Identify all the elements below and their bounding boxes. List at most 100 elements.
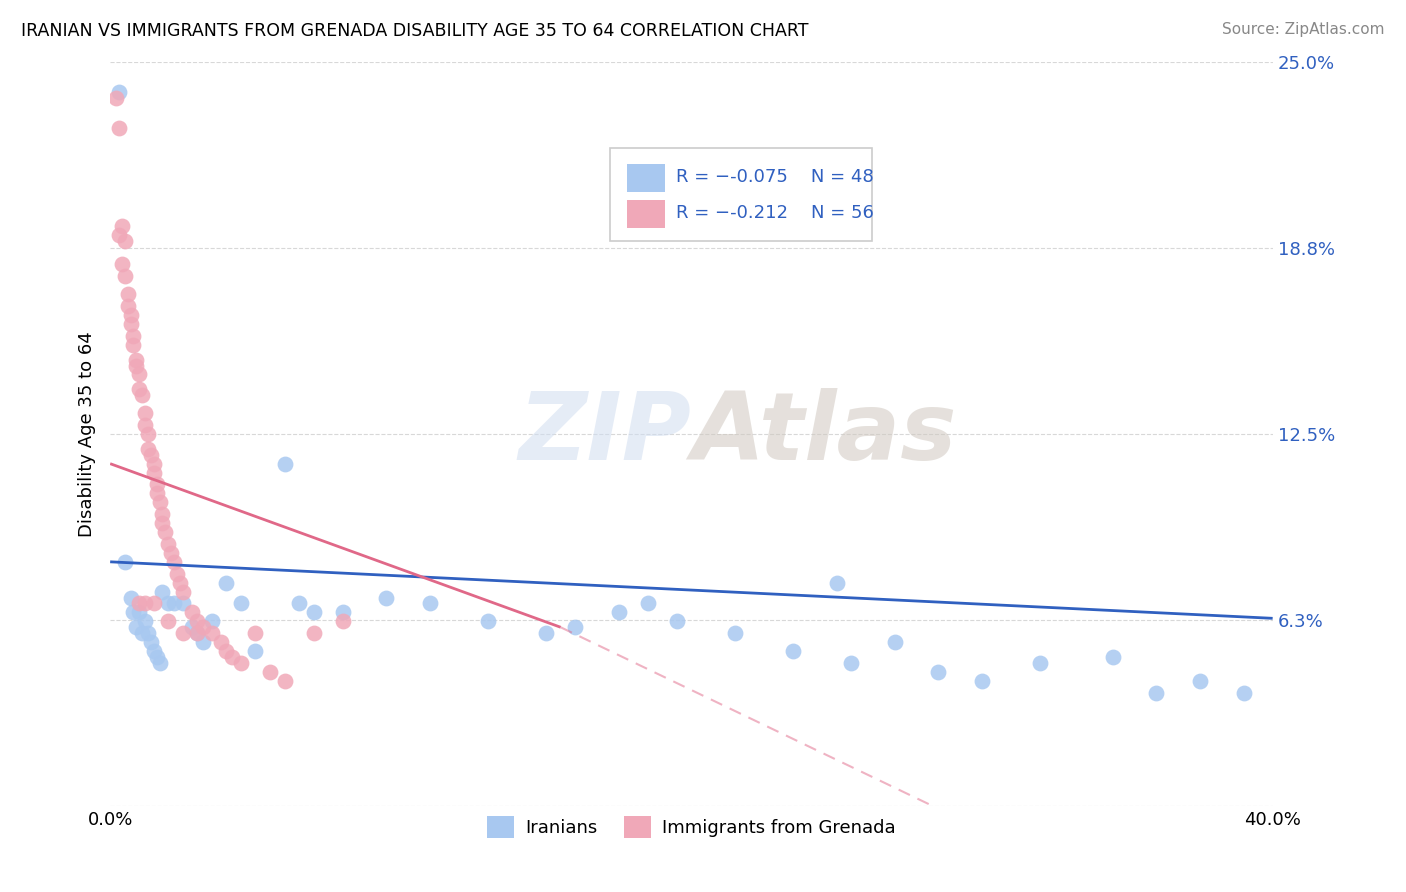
Point	[332, 615, 354, 629]
Point	[108, 227, 131, 242]
Point	[157, 537, 180, 551]
Point	[142, 466, 165, 480]
Point	[883, 635, 905, 649]
Point	[114, 234, 136, 248]
Point	[114, 269, 136, 284]
Point	[782, 644, 804, 658]
Point	[152, 516, 174, 530]
Point	[259, 665, 281, 679]
Point	[564, 620, 586, 634]
Point	[128, 368, 150, 382]
Point	[665, 615, 688, 629]
Point	[108, 120, 131, 135]
Point	[927, 665, 949, 679]
Text: IRANIAN VS IMMIGRANTS FROM GRENADA DISABILITY AGE 35 TO 64 CORRELATION CHART: IRANIAN VS IMMIGRANTS FROM GRENADA DISAB…	[21, 22, 808, 40]
Point	[215, 644, 238, 658]
Point	[157, 615, 180, 629]
Point	[120, 591, 142, 605]
Point	[122, 328, 145, 343]
Point	[477, 615, 499, 629]
Point	[302, 626, 325, 640]
Point	[157, 597, 180, 611]
Point	[180, 620, 202, 634]
Point	[128, 606, 150, 620]
Point	[172, 584, 194, 599]
Point	[186, 615, 208, 629]
Point	[209, 635, 232, 649]
Text: Source: ZipAtlas.com: Source: ZipAtlas.com	[1222, 22, 1385, 37]
Point	[332, 606, 354, 620]
Point	[229, 656, 252, 670]
Point	[131, 626, 153, 640]
Point	[201, 615, 224, 629]
Point	[128, 597, 150, 611]
Point	[163, 555, 186, 569]
Point	[125, 620, 148, 634]
Point	[419, 597, 441, 611]
Point	[607, 606, 630, 620]
Text: R = −-0.075    N = 48: R = −-0.075 N = 48	[676, 169, 875, 186]
Point	[134, 406, 156, 420]
Point	[155, 524, 177, 539]
Point	[111, 257, 134, 271]
Point	[152, 584, 174, 599]
Point	[145, 477, 167, 491]
Point	[839, 656, 862, 670]
Point	[1101, 650, 1123, 665]
Point	[160, 546, 183, 560]
Point	[273, 457, 295, 471]
Point	[136, 442, 159, 456]
Point	[534, 626, 557, 640]
Point	[637, 597, 659, 611]
Point	[191, 620, 214, 634]
Point	[1232, 686, 1254, 700]
Point	[120, 317, 142, 331]
Point	[108, 85, 131, 99]
Point	[145, 486, 167, 500]
Point	[122, 337, 145, 351]
Point	[111, 219, 134, 233]
Point	[273, 673, 295, 688]
Point	[1029, 656, 1052, 670]
Point	[104, 91, 127, 105]
Point	[1144, 686, 1167, 700]
Point	[215, 575, 238, 590]
Point	[970, 673, 993, 688]
Point	[180, 606, 202, 620]
Text: ZIP: ZIP	[519, 388, 692, 480]
Point	[148, 495, 170, 509]
Point	[134, 597, 156, 611]
Point	[221, 650, 243, 665]
Point	[142, 644, 165, 658]
FancyBboxPatch shape	[627, 200, 665, 228]
Point	[120, 308, 142, 322]
Point	[142, 457, 165, 471]
Point	[186, 626, 208, 640]
Point	[134, 417, 156, 432]
Point	[122, 606, 145, 620]
Text: Atlas: Atlas	[692, 388, 957, 480]
Point	[1188, 673, 1211, 688]
Point	[201, 626, 224, 640]
Point	[172, 626, 194, 640]
Point	[302, 606, 325, 620]
Point	[288, 597, 311, 611]
Point	[128, 382, 150, 396]
Point	[134, 615, 156, 629]
FancyBboxPatch shape	[627, 164, 665, 193]
Point	[145, 650, 167, 665]
Point	[172, 597, 194, 611]
Text: R = −-0.212    N = 56: R = −-0.212 N = 56	[676, 204, 875, 222]
Point	[136, 426, 159, 441]
Y-axis label: Disability Age 35 to 64: Disability Age 35 to 64	[79, 331, 96, 537]
Point	[142, 597, 165, 611]
FancyBboxPatch shape	[610, 148, 872, 241]
Point	[114, 555, 136, 569]
Point	[163, 597, 186, 611]
Point	[125, 352, 148, 367]
Point	[117, 287, 139, 301]
Point	[166, 566, 188, 581]
Point	[191, 635, 214, 649]
Point	[186, 626, 208, 640]
Point	[139, 635, 162, 649]
